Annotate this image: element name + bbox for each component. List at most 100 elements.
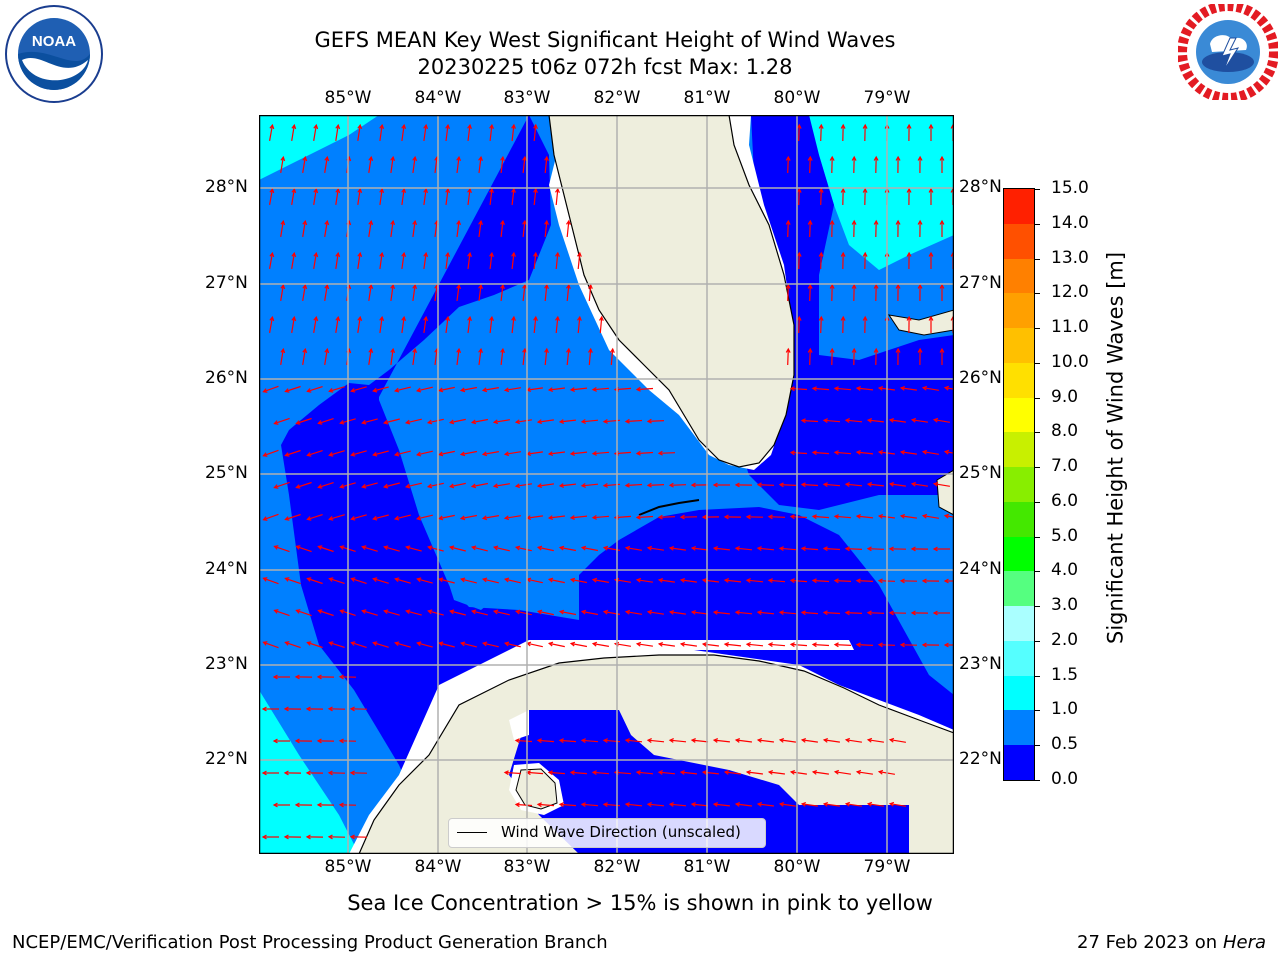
wind-arrow [592, 643, 610, 647]
wind-arrow [798, 252, 800, 270]
wind-arrowhead [401, 315, 407, 322]
wind-arrow [857, 771, 873, 775]
wind-arrowhead [862, 123, 868, 129]
wind-arrowhead [349, 706, 355, 712]
lat-label-right: 28°N [959, 177, 1002, 197]
wind-arrow [467, 125, 471, 141]
wind-arrow [291, 189, 295, 205]
wind-arrow [439, 514, 455, 520]
wind-arrow [417, 642, 433, 648]
wind-arrowhead [262, 577, 268, 582]
wind-arrowhead [555, 315, 560, 321]
wind-arrowhead [800, 610, 806, 616]
wind-arrow [570, 515, 588, 519]
wind-arrowhead [928, 315, 934, 321]
wind-arrow [291, 317, 295, 333]
wind-arrow [581, 483, 599, 487]
wind-arrow [263, 513, 279, 521]
wind-arrowhead [427, 545, 433, 551]
wave-band-05-10-island [446, 551, 504, 610]
wind-arrow [757, 611, 775, 615]
wind-arrowhead [437, 515, 444, 521]
wind-arrowhead [888, 737, 895, 743]
wind-arrow [820, 188, 822, 206]
wind-arrow [544, 220, 548, 238]
wind-arrowhead [785, 219, 791, 225]
wind-arrow [570, 578, 588, 584]
wind-arrowhead [906, 123, 912, 129]
wind-arrowhead [467, 315, 472, 322]
wind-arrowhead [932, 481, 939, 487]
wind-arrow [412, 285, 416, 301]
wind-arrowhead [745, 642, 751, 647]
wind-arrow [450, 482, 466, 488]
wind-arrowhead [511, 251, 516, 257]
wind-arrow [445, 125, 449, 141]
wind-arrowhead [756, 610, 762, 615]
wind-arrow [824, 803, 840, 807]
wind-arrowhead [273, 609, 279, 614]
wind-arrow [768, 516, 786, 518]
wind-arrowhead [917, 347, 923, 353]
wind-arrow [368, 157, 372, 173]
wind-arrowhead [536, 419, 543, 425]
wind-arrowhead [833, 769, 840, 775]
wind-arrow [313, 317, 317, 333]
wind-arrowhead [877, 449, 884, 455]
wind-arrow [505, 515, 521, 519]
colorbar-segment [1004, 397, 1034, 433]
wind-arrow [395, 450, 411, 456]
wind-arrow [787, 348, 789, 366]
wind-arrow [867, 612, 885, 614]
wind-arrowhead [906, 187, 912, 193]
wind-arrow [307, 386, 323, 392]
graticule [259, 115, 954, 854]
wind-arrow [820, 252, 822, 270]
wind-arrow [559, 546, 577, 552]
wind-arrowhead [372, 451, 378, 457]
wind-arrowhead [272, 674, 278, 680]
bahamas-landmass [887, 309, 954, 336]
wind-arrowhead [338, 738, 344, 744]
wind-arrow [714, 611, 730, 615]
wind-arrow [373, 386, 389, 392]
wind-arrow [269, 124, 273, 142]
wind-arrowhead [888, 610, 894, 616]
wind-arrow [560, 419, 576, 423]
wind-arrowhead [646, 418, 652, 424]
wind-arrow [845, 419, 863, 423]
wind-arrow [625, 803, 643, 807]
wind-arrow [263, 577, 279, 585]
wind-arrowhead [789, 514, 795, 520]
wind-arrow [379, 189, 383, 205]
wind-arrowhead [481, 387, 488, 393]
wind-arrow [736, 803, 752, 807]
wind-arrowhead [745, 514, 751, 520]
wind-arrowhead [939, 347, 945, 353]
wind-arrowhead [445, 251, 451, 258]
wind-arrow [335, 189, 339, 205]
wind-arrowhead [778, 801, 785, 807]
wind-arrow [812, 451, 830, 455]
wind-arrowhead [580, 483, 586, 488]
wind-arrow [483, 642, 499, 648]
wind-arrow [790, 451, 808, 455]
wind-arrowhead [855, 642, 861, 648]
wave-band-10-15-ne [809, 115, 954, 270]
nws-logo [1177, 1, 1279, 103]
wind-arrow [538, 483, 554, 487]
wind-arrow [812, 579, 830, 583]
wind-arrow [274, 417, 290, 425]
wind-arrowhead [943, 385, 950, 391]
wind-arrowhead [833, 514, 839, 520]
wind-arrowhead [807, 219, 813, 225]
wind-arrow [527, 387, 543, 391]
wind-arrow [809, 284, 811, 302]
wind-arrow [592, 387, 610, 391]
wind-arrow [867, 548, 885, 550]
wind-arrowhead [712, 738, 719, 743]
wind-arrowhead [745, 769, 752, 775]
wind-arrowhead [866, 610, 872, 616]
wind-arrowhead [262, 516, 268, 521]
wind-arrow [406, 610, 422, 616]
